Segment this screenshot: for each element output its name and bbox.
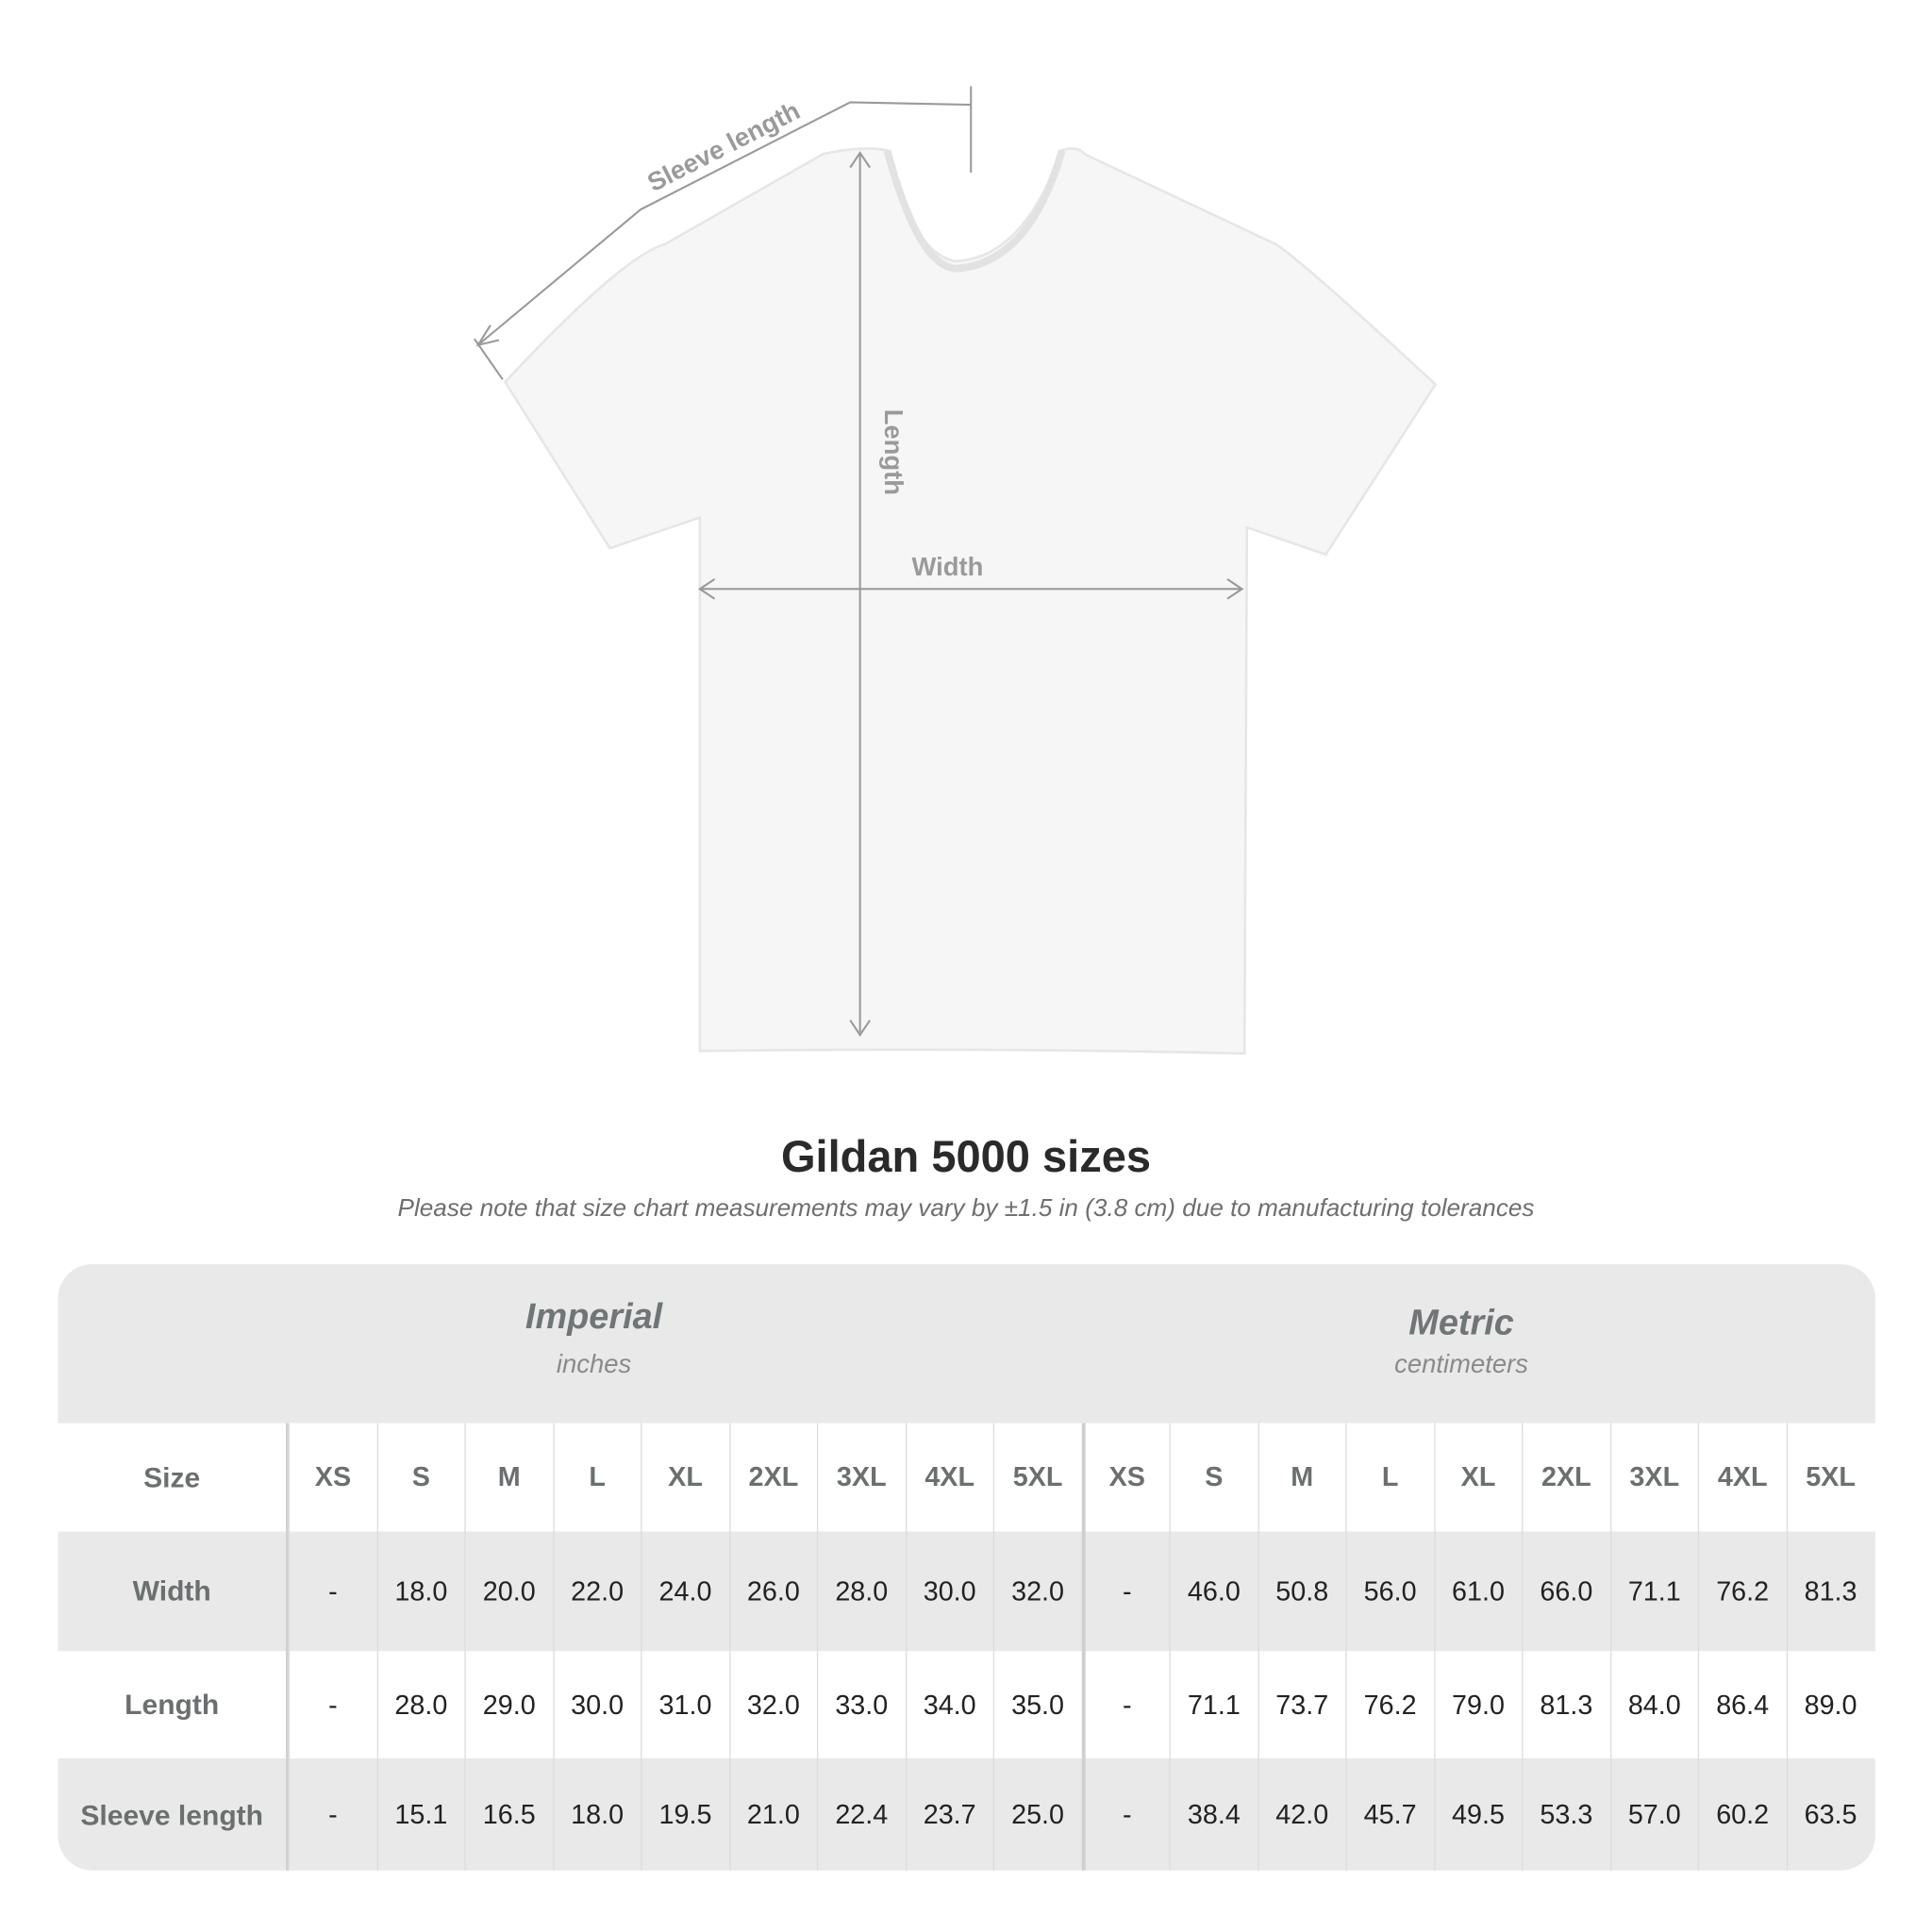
collar [883, 149, 1066, 273]
size-header-cell: 2XL [1522, 1423, 1609, 1532]
imperial-value-cell: - [288, 1757, 376, 1871]
imperial-value-cell: 22.0 [552, 1531, 641, 1652]
imperial-value-cell: - [288, 1651, 376, 1758]
imperial-value-cell: 35.0 [992, 1651, 1081, 1758]
metric-header: Metric centimeters [1215, 1304, 1707, 1380]
imperial-unit: inches [556, 1350, 632, 1379]
metric-value-cell: 38.4 [1169, 1757, 1257, 1871]
imperial-value-cell: 34.0 [905, 1651, 992, 1758]
metric-value-cell: 89.0 [1786, 1651, 1874, 1758]
metric-value-cell: 60.2 [1697, 1757, 1786, 1871]
tolerance-note: Please note that size chart measurements… [397, 1194, 1535, 1223]
size-header-cell: 5XL [1786, 1423, 1874, 1532]
imperial-value-cell: 25.0 [992, 1757, 1081, 1871]
row-label: Sleeve length [58, 1757, 289, 1871]
metric-title: Metric [1408, 1303, 1514, 1343]
imperial-title: Imperial [525, 1297, 663, 1338]
sleeve-length-guide [477, 101, 972, 346]
metric-unit: centimeters [1394, 1350, 1528, 1379]
size-header-cell: 3XL [1609, 1423, 1697, 1532]
imperial-value-cell: 15.1 [376, 1757, 464, 1871]
metric-value-cell: 53.3 [1522, 1757, 1609, 1871]
metric-value-cell: 86.4 [1697, 1651, 1786, 1758]
unit-header-band: Imperial inches Metric centimeters [58, 1264, 1875, 1424]
imperial-value-cell: 20.0 [464, 1531, 552, 1652]
metric-value-cell: 56.0 [1345, 1531, 1433, 1652]
table-row: Length -28.0 29.0 30.0 31.0 32.0 33.0 34.0 35.0-… [58, 1651, 1875, 1758]
metric-value-cell: 42.0 [1257, 1757, 1345, 1871]
imperial-value-cell: 22.4 [816, 1757, 905, 1871]
metric-value-cell: 84.0 [1609, 1651, 1697, 1758]
imperial-value-cell: 29.0 [464, 1651, 552, 1758]
imperial-value-cell: 30.0 [905, 1531, 992, 1652]
row-label: Length [58, 1651, 289, 1758]
metric-value-cell: - [1081, 1757, 1169, 1871]
size-header-cell: 2XL [728, 1423, 817, 1532]
size-header-cell: M [464, 1423, 552, 1532]
page-title: Gildan 5000 sizes [780, 1131, 1152, 1182]
size-label: Size [58, 1423, 289, 1532]
metric-value-cell: 45.7 [1345, 1757, 1433, 1871]
metric-value-cell: 79.0 [1433, 1651, 1522, 1758]
size-header-cell: 4XL [905, 1423, 992, 1532]
tshirt-shape [503, 147, 1438, 1056]
imperial-value-cell: 23.7 [905, 1757, 992, 1871]
imperial-value-cell: 28.0 [376, 1651, 464, 1758]
imperial-value-cell: 32.0 [992, 1531, 1081, 1652]
imperial-value-cell: 33.0 [816, 1651, 905, 1758]
table-row: Sleeve length -15.1 16.5 18.0 19.5 21.0 22.4 23… [58, 1757, 1875, 1871]
size-header-cell: S [1169, 1423, 1257, 1532]
metric-value-cell: 73.7 [1257, 1651, 1345, 1758]
metric-value-cell: 81.3 [1786, 1531, 1874, 1652]
metric-value-cell: 71.1 [1169, 1651, 1257, 1758]
size-header-cell: XS [1081, 1423, 1169, 1532]
imperial-value-cell: 26.0 [728, 1531, 817, 1652]
metric-value-cell: - [1081, 1531, 1169, 1652]
table-row: Width -18.0 20.0 22.0 24.0 26.0 28.0 30.0 32.0-4… [58, 1531, 1875, 1652]
size-header-cell: 3XL [816, 1423, 905, 1532]
imperial-value-cell: 19.5 [641, 1757, 728, 1871]
size-chart-table: Imperial inches Metric centimeters Size X… [58, 1264, 1875, 1871]
size-header-cell: XS [288, 1423, 376, 1532]
size-header-row: Size XS S M L XL 2XL 3XL 4XL 5XL XS S M L XL 2XL 3XL 4XL 5… [58, 1423, 1875, 1532]
imperial-value-cell: 31.0 [641, 1651, 728, 1758]
metric-value-cell: 61.0 [1433, 1531, 1522, 1652]
imperial-header: Imperial inches [347, 1297, 840, 1380]
metric-value-cell: 76.2 [1697, 1531, 1786, 1652]
metric-value-cell: 50.8 [1257, 1531, 1345, 1652]
metric-value-cell: - [1081, 1651, 1169, 1758]
imperial-value-cell: 18.0 [552, 1757, 641, 1871]
metric-value-cell: 57.0 [1609, 1757, 1697, 1871]
imperial-value-cell: 30.0 [552, 1651, 641, 1758]
length-label: Length [878, 408, 908, 496]
imperial-value-cell: - [288, 1531, 376, 1652]
tshirt-illustration: Sleeve length Length Width [473, 86, 1438, 1056]
size-header-cell: L [552, 1423, 641, 1532]
metric-value-cell: 81.3 [1522, 1651, 1609, 1758]
imperial-value-cell: 24.0 [641, 1531, 728, 1652]
metric-value-cell: 66.0 [1522, 1531, 1609, 1652]
size-header-cell: M [1257, 1423, 1345, 1532]
metric-value-cell: 46.0 [1169, 1531, 1257, 1652]
metric-value-cell: 71.1 [1609, 1531, 1697, 1652]
metric-value-cell: 76.2 [1345, 1651, 1433, 1758]
size-header-cell: 4XL [1697, 1423, 1786, 1532]
metric-value-cell: 63.5 [1786, 1757, 1874, 1871]
size-header-cell: L [1345, 1423, 1433, 1532]
tshirt-drawing [473, 86, 1438, 1056]
size-header-cell: 5XL [992, 1423, 1081, 1532]
size-header-cell: XL [641, 1423, 728, 1532]
imperial-value-cell: 32.0 [728, 1651, 817, 1758]
width-label: Width [911, 553, 984, 582]
size-header-cell: S [376, 1423, 464, 1532]
metric-value-cell: 49.5 [1433, 1757, 1522, 1871]
imperial-value-cell: 21.0 [728, 1757, 817, 1871]
imperial-value-cell: 16.5 [464, 1757, 552, 1871]
size-header-cell: XL [1433, 1423, 1522, 1532]
imperial-value-cell: 18.0 [376, 1531, 464, 1652]
imperial-value-cell: 28.0 [816, 1531, 905, 1652]
row-label: Width [58, 1531, 289, 1652]
